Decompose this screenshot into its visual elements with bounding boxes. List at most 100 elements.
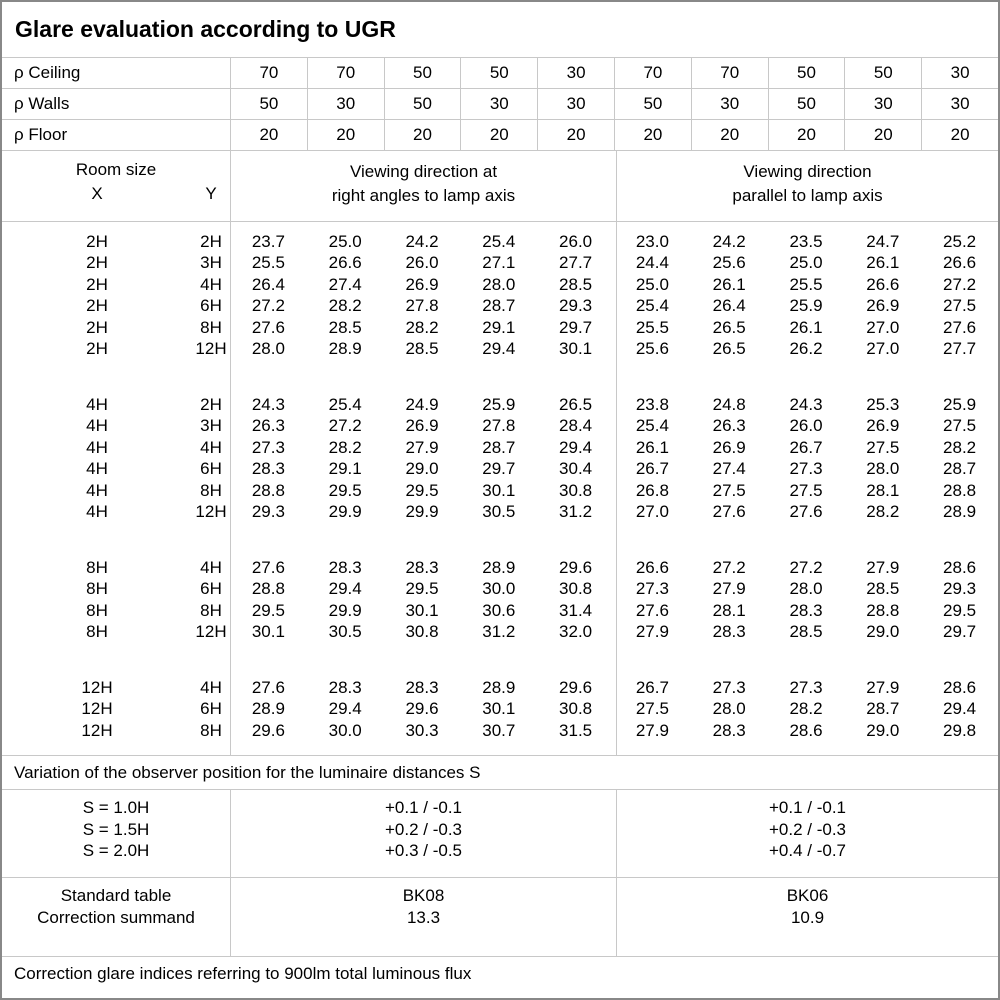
ugr-value-cell: 29.3 xyxy=(559,296,593,316)
reflectance-value-cell: 50 xyxy=(230,89,307,119)
vertical-divider xyxy=(230,222,231,755)
ugr-value-cell: 28.8 xyxy=(866,600,900,620)
ugr-value-cell: 25.4 xyxy=(328,394,362,414)
room-x-cell: 4H xyxy=(86,502,108,522)
room-x-cell: 2H xyxy=(86,231,108,251)
reflectance-value-cell: 20 xyxy=(844,120,921,150)
reflectance-value-cell: 20 xyxy=(306,120,384,150)
room-y-cell: 6H xyxy=(200,699,222,719)
ugr-value-cell: 28.2 xyxy=(405,317,439,337)
ugr-value-cell: 27.6 xyxy=(943,317,977,337)
reflectance-value-cell: 50 xyxy=(614,89,691,119)
ugr-value-cell: 29.6 xyxy=(559,677,593,697)
ugr-value-cell: 24.9 xyxy=(405,394,439,414)
reflectance-value-cell: 20 xyxy=(537,120,614,150)
ugr-value-cell: 28.0 xyxy=(482,274,516,294)
ugr-value-cell: 28.8 xyxy=(943,480,977,500)
reflectance-value-cell: 30 xyxy=(690,89,768,119)
ugr-value-cell: 29.7 xyxy=(943,622,977,642)
room-y-cell: 8H xyxy=(200,317,222,337)
ugr-table-row: 2H 3H 25.5 26.6 26.0 27.1 27.7 24.4 25.6 25.0 26.1… xyxy=(2,253,998,275)
ugr-table-row: 4H 2H 24.3 25.4 24.9 25.9 26.5 23.8 24.8 24.3 25.3… xyxy=(2,394,998,416)
ugr-value-cell: 27.4 xyxy=(328,274,362,294)
ugr-value-cell: 27.3 xyxy=(251,437,285,457)
summary-value: 10.9 xyxy=(790,908,825,927)
ugr-value-cell: 25.0 xyxy=(635,274,669,294)
ugr-value-cell: 30.6 xyxy=(482,600,516,620)
ugr-value-cell: 31.4 xyxy=(559,600,593,620)
ugr-value-cell: 28.3 xyxy=(405,557,439,577)
ugr-value-cell: 29.0 xyxy=(866,622,900,642)
ugr-value-cell: 28.8 xyxy=(251,579,285,599)
ugr-value-cell: 26.1 xyxy=(866,253,900,273)
ugr-value-cell: 29.7 xyxy=(559,317,593,337)
room-y-cell: 12H xyxy=(195,339,227,359)
s-variation-right-angle: +0.1 / -0.1 +0.2 / -0.3 +0.3 / -0.5 xyxy=(230,790,616,877)
ugr-value-cell: 30.8 xyxy=(559,699,593,719)
room-y-cell: 8H xyxy=(200,480,222,500)
room-x-cell: 4H xyxy=(86,394,108,414)
ugr-value-cell: 28.5 xyxy=(789,622,823,642)
s-variation-parallel: +0.1 / -0.1 +0.2 / -0.3 +0.4 / -0.7 xyxy=(616,790,998,877)
ugr-value-cell: 26.5 xyxy=(712,339,746,359)
ugr-value-cell: 27.7 xyxy=(943,339,977,359)
ugr-table-row: 8H 8H 29.5 29.9 30.1 30.6 31.4 27.6 28.1 28.3 28.8… xyxy=(2,600,998,622)
reflectance-value-cell: 50 xyxy=(383,89,461,119)
s-variation-value: +0.1 / -0.1 xyxy=(384,798,463,817)
room-y-cell: 6H xyxy=(200,459,222,479)
s-variation-value: +0.1 / -0.1 xyxy=(768,798,847,817)
s-distance-label: S = 1.5H xyxy=(82,819,150,839)
ugr-table-row: 12H 4H 27.6 28.3 28.3 28.9 29.6 26.7 27.3 27.3 27.… xyxy=(2,677,998,699)
ugr-value-cell: 30.1 xyxy=(405,600,439,620)
ugr-value-cell: 26.6 xyxy=(943,253,977,273)
ugr-value-cell: 23.8 xyxy=(635,394,669,414)
ugr-value-cell: 25.2 xyxy=(943,231,977,251)
ugr-value-cell: 25.6 xyxy=(712,253,746,273)
reflectance-value-cell: 30 xyxy=(537,89,614,119)
room-size-header: Room size X Y xyxy=(2,151,230,221)
s-variation-value: +0.2 / -0.3 xyxy=(768,819,847,839)
ugr-value-cell: 29.3 xyxy=(251,502,285,522)
s-variation-value: +0.4 / -0.7 xyxy=(768,841,847,860)
ugr-value-cell: 27.2 xyxy=(712,557,746,577)
ugr-value-cell: 28.6 xyxy=(943,557,977,577)
ugr-value-cell: 29.9 xyxy=(328,502,362,522)
room-x-cell: 8H xyxy=(86,557,108,577)
ugr-value-cell: 26.0 xyxy=(405,253,439,273)
parallel-heading: Viewing direction parallel to lamp axis xyxy=(616,151,998,221)
ugr-value-cell: 26.2 xyxy=(789,339,823,359)
ugr-value-cell: 27.9 xyxy=(866,557,900,577)
standard-table-parallel: BK06 10.9 xyxy=(616,878,998,956)
reflectance-value-cell: 20 xyxy=(230,120,307,150)
ugr-value-cell: 30.0 xyxy=(482,579,516,599)
room-x-cell: 2H xyxy=(86,296,108,316)
ugr-value-cell: 27.4 xyxy=(712,459,746,479)
ugr-value-cell: 28.4 xyxy=(559,416,593,436)
room-x-cell: 2H xyxy=(86,253,108,273)
reflectance-value-cell: 50 xyxy=(383,58,461,88)
ugr-value-cell: 27.3 xyxy=(789,459,823,479)
room-y-cell: 2H xyxy=(200,394,222,414)
ugr-value-cell: 27.5 xyxy=(943,296,977,316)
room-y-cell: 2H xyxy=(200,231,222,251)
ugr-value-cell: 31.2 xyxy=(482,622,516,642)
standard-table-right-angle: BK08 13.3 xyxy=(230,878,616,956)
ugr-table-row: 4H 6H 28.3 29.1 29.0 29.7 30.4 26.7 27.4 27.3 28.0… xyxy=(2,459,998,481)
ugr-value-cell: 28.3 xyxy=(251,459,285,479)
summary-value: BK08 xyxy=(402,886,445,905)
room-x-cell: 8H xyxy=(86,622,108,642)
x-column-header: X xyxy=(91,184,103,203)
room-x-cell: 2H xyxy=(86,317,108,337)
ugr-value-cell: 25.0 xyxy=(789,253,823,273)
ugr-value-cell: 26.1 xyxy=(789,317,823,337)
reflectance-value-cell: 30 xyxy=(921,89,998,119)
room-y-cell: 8H xyxy=(200,600,222,620)
ugr-row-block: 8H 4H 27.6 28.3 28.3 28.9 29.6 26.6 27.2 27.2 27.9… xyxy=(2,557,998,643)
room-y-cell: 4H xyxy=(200,274,222,294)
summary-label: Correction summand xyxy=(37,908,195,927)
ugr-value-cell: 25.9 xyxy=(943,394,977,414)
reflectance-value-cell: 50 xyxy=(460,58,537,88)
ugr-value-cell: 25.5 xyxy=(251,253,285,273)
ugr-value-cell: 26.8 xyxy=(635,480,669,500)
